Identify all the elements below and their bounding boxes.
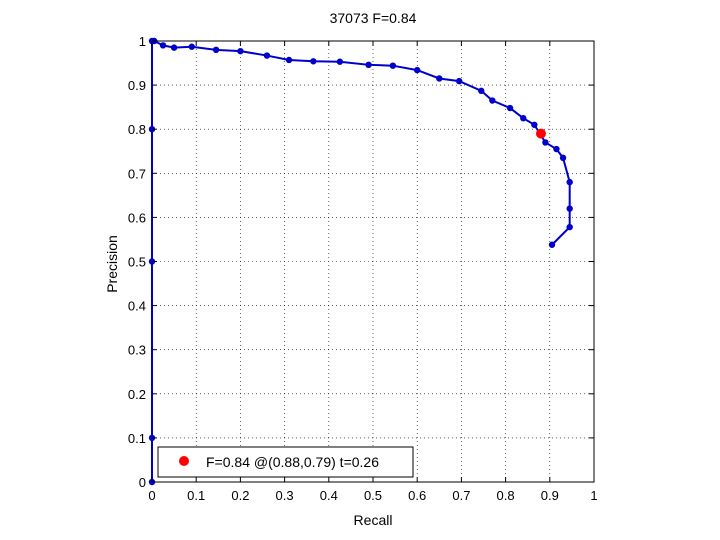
x-tick-label: 0.7 xyxy=(452,488,470,503)
y-tick-label: 0.7 xyxy=(128,166,146,181)
pr-curve-point xyxy=(336,58,344,65)
x-tick-label: 0.5 xyxy=(364,488,382,503)
chart-title: 37073 F=0.84 xyxy=(330,10,417,26)
legend-box xyxy=(157,446,414,478)
best-f-point xyxy=(535,128,546,139)
pr-curve-point xyxy=(436,75,443,82)
x-tick-label: 0.3 xyxy=(276,488,294,503)
pr-curve-point xyxy=(542,139,549,146)
pr-curve-point xyxy=(188,43,195,50)
x-tick-label: 0.4 xyxy=(320,488,338,503)
x-tick-label: 0.6 xyxy=(408,488,426,503)
pr-curve-point xyxy=(478,87,485,95)
pr-curve-point xyxy=(389,62,397,69)
pr-curve-point xyxy=(506,104,514,112)
pr-curve-point xyxy=(285,56,293,64)
y-tick-label: 0.1 xyxy=(128,431,146,446)
legend-marker xyxy=(179,456,189,466)
pr-curve-point xyxy=(365,61,372,69)
grid-lines xyxy=(151,40,595,483)
x-tick-label: 0 xyxy=(148,488,155,503)
legend-label: F=0.84 @(0.88,0.79) t=0.26 xyxy=(206,454,379,470)
y-tick-label: 0.5 xyxy=(128,255,146,270)
pr-curve-point xyxy=(170,44,178,51)
y-tick-label: 0.9 xyxy=(128,78,146,93)
y-tick-label: 1 xyxy=(139,34,146,49)
y-tick-label: 0.2 xyxy=(128,387,146,402)
y-axis-title: Precision xyxy=(104,235,120,293)
y-tick-label: 0.4 xyxy=(128,299,146,314)
pr-curve-point xyxy=(237,47,244,55)
y-tick-label: 0.3 xyxy=(128,343,146,358)
pr-curve-point xyxy=(455,77,463,85)
x-tick-label: 0.8 xyxy=(497,488,515,503)
pr-curve-point xyxy=(520,114,527,122)
x-tick-label: 0.2 xyxy=(231,488,249,503)
y-tick-label: 0.6 xyxy=(128,210,146,225)
pr-curve-point xyxy=(566,205,573,212)
axis-ticks: 0 0.1 0.2 0.3 0.4 0.5 0.6 0.7 0.8 0.9 1 0 0.1 0.2 0.3 0… xyxy=(128,34,598,503)
x-tick-label: 0.1 xyxy=(187,488,205,503)
y-tick-label: 0.8 xyxy=(128,122,146,137)
pr-curve-point xyxy=(310,58,317,65)
pr-curve-point xyxy=(531,121,538,128)
x-axis-title: Recall xyxy=(354,512,393,528)
pr-curve-point xyxy=(566,178,573,186)
pr-curve-point xyxy=(548,241,556,248)
pr-curve-point xyxy=(414,66,421,74)
pr-curve-point xyxy=(263,52,271,59)
pr-curve-point xyxy=(159,42,167,49)
pr-curve-point xyxy=(553,145,560,153)
pr-curve-point xyxy=(559,154,567,162)
pr-curve-point xyxy=(489,97,496,104)
pr-curve-point xyxy=(212,46,220,54)
y-tick-label: 0 xyxy=(139,475,146,490)
x-tick-label: 0.9 xyxy=(541,488,559,503)
x-tick-label: 1 xyxy=(590,488,597,503)
pr-curve-point xyxy=(566,223,573,231)
legend: F=0.84 @(0.88,0.79) t=0.26 xyxy=(157,446,414,478)
